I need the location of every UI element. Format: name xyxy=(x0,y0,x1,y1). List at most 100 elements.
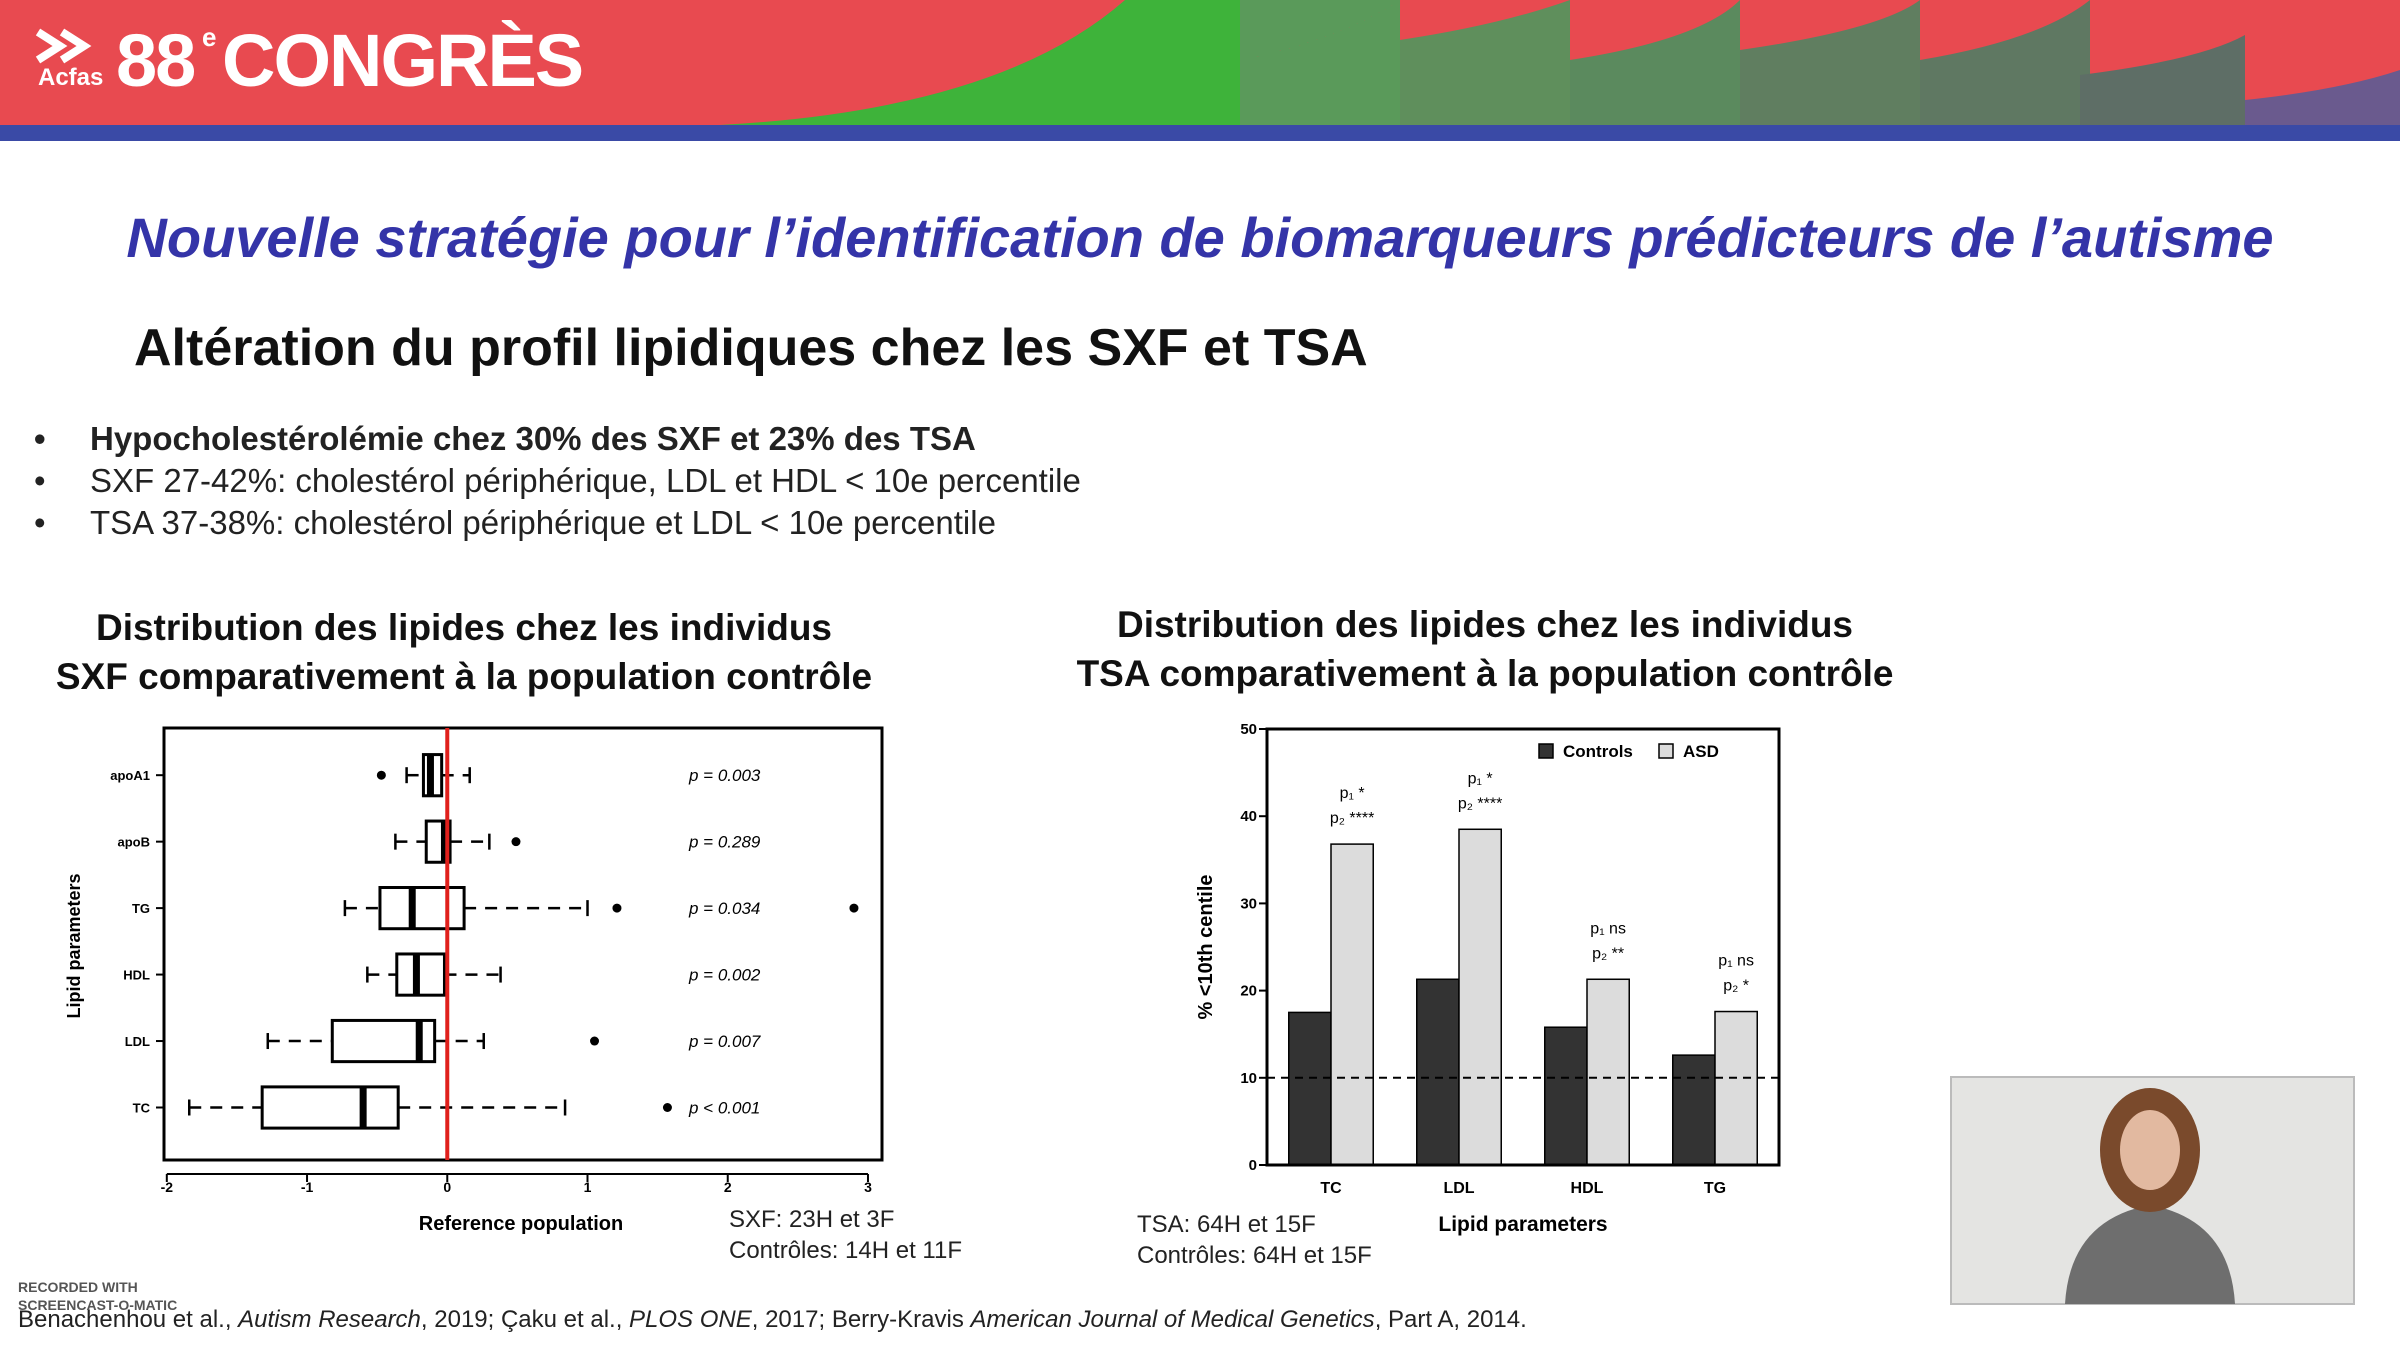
outlier xyxy=(612,903,622,913)
logo-text: Acfas xyxy=(38,64,104,91)
x-tick-label: HDL xyxy=(1571,1180,1604,1197)
header-shape xyxy=(1400,0,1570,125)
x-tick-label: TC xyxy=(1320,1180,1342,1197)
person-body xyxy=(2065,1205,2235,1304)
citation-part: Autism Research xyxy=(238,1306,421,1333)
slide-subtitle: Altération du profil lipidiques chez les… xyxy=(134,319,1368,377)
watermark-line: RECORDED WITH xyxy=(18,1279,138,1295)
y-tick-label: 0 xyxy=(1249,1157,1257,1174)
significance: p₁ ns xyxy=(1590,920,1626,937)
x-tick-label: 1 xyxy=(584,1179,592,1195)
header-stripe xyxy=(0,125,2400,141)
chart-title: Distribution des lipides chez les indivi… xyxy=(95,607,833,648)
outlier xyxy=(590,1036,600,1046)
x-tick-label: 0 xyxy=(443,1179,451,1195)
y-tick-label: 10 xyxy=(1240,1070,1257,1087)
p-value: p = 0.003 xyxy=(688,766,761,785)
p-value: p < 0.001 xyxy=(688,1098,760,1117)
legend-swatch xyxy=(1658,743,1674,759)
chart-note: SXF: 23H et 3F xyxy=(729,1206,895,1233)
bullet: SXF 27-42%: cholestérol périphérique, LD… xyxy=(34,460,1081,502)
chart-note: TSA: 64H et 15F xyxy=(1137,1211,1316,1238)
header-shape xyxy=(720,0,1240,125)
legend-label: ASD xyxy=(1683,742,1719,761)
x-tick-label: 3 xyxy=(864,1179,872,1195)
header-shape xyxy=(1240,0,1400,125)
y-tick-label: apoB xyxy=(118,835,151,850)
significance: p₁ ns xyxy=(1718,953,1754,970)
person-face xyxy=(2120,1110,2180,1190)
header-shape xyxy=(1920,0,2090,125)
x-tick-label: LDL xyxy=(1443,1180,1474,1197)
box xyxy=(378,886,466,931)
p-value: p = 0.289 xyxy=(688,833,761,852)
citation-part: , 2019; Çaku et al., xyxy=(420,1306,630,1333)
bar xyxy=(1458,828,1502,1166)
significance: p₁ * xyxy=(1340,785,1365,802)
y-tick-label: apoA1 xyxy=(110,768,150,783)
bar xyxy=(1714,1010,1758,1166)
x-axis-label: Reference population xyxy=(419,1213,623,1235)
x-axis-label: Lipid parameters xyxy=(1438,1213,1607,1236)
slide-title: Nouvelle stratégie pour l’identification… xyxy=(126,206,2274,269)
header-shape xyxy=(1740,0,1920,125)
y-tick-label: HDL xyxy=(123,968,150,983)
chart-title: SXF comparativement à la population cont… xyxy=(55,656,873,697)
citation-part: American Journal of Medical Genetics xyxy=(970,1306,1375,1333)
p-value: p = 0.034 xyxy=(688,899,760,918)
header-banner xyxy=(0,0,2400,141)
chart-note: Contrôles: 14H et 11F xyxy=(729,1237,963,1264)
header-shape xyxy=(2245,70,2400,125)
header-shape xyxy=(1570,0,1740,125)
chart-note: Contrôles: 64H et 15F xyxy=(1137,1242,1372,1269)
bar xyxy=(1330,843,1374,1166)
bar xyxy=(1416,978,1460,1166)
significance: p₁ * xyxy=(1468,770,1493,787)
y-axis-label: Lipid parameters xyxy=(64,873,84,1018)
plot-frame xyxy=(1265,727,1781,1167)
y-tick-label: 20 xyxy=(1240,983,1257,1000)
citation: Benachenhou et al., Autism Research, 201… xyxy=(18,1306,1527,1334)
citation-part: , 2017; Berry-Kravis xyxy=(751,1306,971,1333)
header-number: 88 xyxy=(116,19,196,102)
watermark-line: SCREENCAST-O-MATIC xyxy=(18,1297,178,1313)
y-tick-label: LDL xyxy=(125,1034,150,1049)
header-shape xyxy=(2080,35,2245,125)
bar xyxy=(1672,1054,1716,1166)
bullet-list: Hypocholestérolémie chez 30% des SXF et … xyxy=(34,418,1081,544)
y-tick-label: 50 xyxy=(1240,721,1257,738)
chart-title: TSA comparativement à la population cont… xyxy=(1076,653,1894,694)
p-value: p = 0.007 xyxy=(688,1032,761,1051)
bar xyxy=(1586,978,1630,1166)
y-tick-label: 40 xyxy=(1240,808,1257,825)
box xyxy=(260,1085,400,1130)
x-tick-label: 2 xyxy=(724,1179,732,1195)
bar xyxy=(1288,1011,1332,1166)
outlier xyxy=(376,770,386,780)
y-axis-label: % <10th centile xyxy=(1195,874,1217,1019)
box xyxy=(395,952,446,997)
significance: p₂ * xyxy=(1723,978,1749,995)
bullet: Hypocholestérolémie chez 30% des SXF et … xyxy=(34,418,1081,460)
watermark: RECORDED WITH SCREENCAST-O-MATIC xyxy=(18,1278,177,1314)
y-tick-label: TC xyxy=(133,1100,151,1115)
header-superscript: e xyxy=(202,22,217,52)
citation-part: Benachenhou et al., xyxy=(18,1306,239,1333)
x-tick-label: -1 xyxy=(301,1179,314,1195)
legend-label: Controls xyxy=(1563,742,1633,761)
header-word: CONGRÈS xyxy=(222,19,584,102)
y-tick-label: TG xyxy=(132,901,150,916)
x-tick-label: TG xyxy=(1704,1180,1726,1197)
bullet: TSA 37-38%: cholestérol périphérique et … xyxy=(34,502,1081,544)
legend-swatch xyxy=(1538,743,1554,759)
outlier xyxy=(849,903,859,913)
outlier xyxy=(511,837,521,847)
significance: p₂ ** xyxy=(1592,945,1624,962)
chart-title: Distribution des lipides chez les indivi… xyxy=(1116,604,1854,645)
citation-part: PLOS ONE xyxy=(629,1306,752,1333)
x-tick-label: -2 xyxy=(161,1179,174,1195)
outlier xyxy=(662,1102,672,1112)
plot-frame xyxy=(162,726,884,1162)
